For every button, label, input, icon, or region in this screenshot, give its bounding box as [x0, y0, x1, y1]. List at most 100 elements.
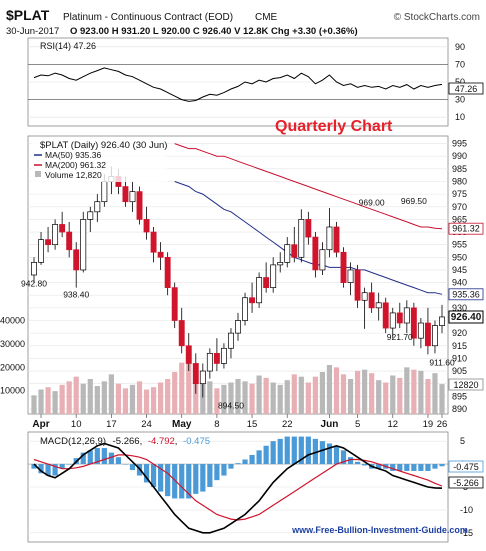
- candle-body: [361, 292, 368, 301]
- macd-hist-bar: [172, 464, 178, 499]
- volume-bar: [129, 384, 136, 414]
- ma50-badge-box: [448, 288, 484, 301]
- ma50-badge: 935.36: [448, 288, 484, 301]
- candle-body: [312, 236, 319, 271]
- volume-bar: [404, 367, 410, 414]
- legend-ma50: MA(50) 935.36: [45, 150, 101, 160]
- candles: [31, 166, 445, 398]
- legend-main: $PLAT (Daily) 926.40 (30 Jun): [40, 140, 167, 151]
- macd-hist-bar: [150, 464, 157, 487]
- ohlc-text: O 923.00 H 931.20 L 920.00 C 926.40 V 12…: [70, 26, 358, 37]
- price-tick-label: 895: [452, 391, 467, 401]
- volume-bar: [291, 374, 297, 414]
- macd-hist-bar: [143, 464, 150, 483]
- volume-bar: [284, 380, 290, 414]
- ma200-line: [174, 143, 443, 230]
- candle-body: [87, 211, 94, 220]
- macd-hist-bar: [249, 454, 255, 465]
- price-annotations: 942.80 938.40 894.50 969.00 969.50 921.70 911.…: [21, 196, 455, 411]
- candle-body: [410, 307, 417, 339]
- macd-hist-bar: [376, 464, 382, 469]
- macd-hist-bar: [228, 464, 234, 469]
- volume-bar: [235, 379, 241, 414]
- last-price-box: [448, 310, 484, 324]
- volume-bar: [38, 389, 44, 414]
- candle-body: [199, 370, 206, 385]
- candle-body: [403, 307, 410, 324]
- macd-hist-bar: [38, 464, 44, 474]
- price-tick-label: 930: [452, 303, 467, 313]
- macd-hist-bar: [214, 464, 220, 481]
- brand-text: © StockCharts.com: [394, 12, 480, 23]
- rsi-tick-label: 70: [455, 59, 465, 69]
- volume-tick-label: 40000: [0, 316, 25, 326]
- macd-hist-bar: [277, 438, 283, 465]
- macd-hist-bar: [312, 438, 318, 465]
- rsi-ticks: 90 70 50 30 10: [455, 42, 465, 122]
- macd-hist-bar: [354, 461, 361, 465]
- rsi-last-label: 47.26: [455, 84, 478, 94]
- ma50-line: [174, 181, 443, 295]
- candle-body: [228, 332, 234, 349]
- volume-bar: [397, 377, 403, 414]
- candle-body: [150, 231, 157, 253]
- volume-bar: [242, 381, 248, 414]
- volume-bar: [319, 372, 326, 414]
- date-text: 30-Jun-2017: [6, 26, 59, 37]
- macd-hist-bar: [122, 464, 129, 465]
- price-tick-label: 920: [452, 328, 467, 338]
- price-annotation: 911.60: [429, 357, 455, 367]
- volume-bar: [340, 374, 347, 414]
- candle-body: [439, 316, 445, 326]
- candle-body: [263, 277, 270, 288]
- volume-bar: [165, 379, 171, 414]
- legend-ma200: MA(200) 961.32: [45, 160, 106, 170]
- price-badges: 961.32 935.36 926.40 12820: [448, 222, 484, 391]
- macd-hist-bar: [256, 450, 262, 465]
- macd-legend-macd: -5.266: [113, 436, 140, 447]
- volume-bar: [439, 384, 445, 414]
- volume-bar: [277, 384, 283, 414]
- macd-hist-bar: [165, 464, 171, 497]
- volume-bar: [31, 395, 37, 414]
- price-tick-label: 970: [452, 202, 467, 212]
- macd-hist-bar: [319, 441, 326, 465]
- macd-hist-bar: [305, 436, 311, 465]
- candle-body: [305, 219, 312, 238]
- rsi-tick-label: 10: [455, 112, 465, 122]
- price-legend: $PLAT (Daily) 926.40 (30 Jun) MA(50) 935…: [31, 137, 167, 182]
- macd-hist-bar: [347, 457, 354, 465]
- candle-body: [59, 224, 66, 233]
- volume-bar: [221, 384, 227, 414]
- macd-legend-text: MACD(12,26,9) -5.266, -4.792, -0.475: [40, 436, 210, 447]
- macd-hist-bar: [432, 464, 438, 469]
- macd-hist-bar: [158, 464, 164, 492]
- price-tick-label: 910: [452, 353, 467, 363]
- volume-ticks: 40000 30000 20000 10000: [0, 316, 25, 396]
- macd-hist-bar: [115, 457, 122, 465]
- volume-tick-label: 20000: [0, 362, 25, 372]
- price-tick-label: 950: [452, 252, 467, 262]
- volume-bar: [115, 383, 122, 414]
- candle-body: [424, 322, 431, 347]
- volume-bar: [298, 376, 304, 414]
- rsi-grid: [28, 46, 448, 118]
- last-price-label: 926.40: [451, 312, 482, 323]
- volume-bar: [94, 386, 100, 414]
- volume-bar: [256, 375, 262, 414]
- candle-body: [94, 201, 101, 213]
- volume-bar: [347, 379, 354, 414]
- candle-body: [80, 219, 87, 271]
- candle-body: [340, 251, 347, 283]
- macd-hist-bar: [80, 452, 86, 465]
- volume-bar: [326, 365, 333, 414]
- volume-bar: [73, 376, 79, 414]
- candle-body: [235, 320, 241, 334]
- volume-bar: [207, 381, 213, 414]
- macd-hist-bar: [207, 464, 213, 487]
- candle-body: [164, 256, 171, 288]
- macd-value-badge-box: [448, 476, 484, 489]
- watermark-text: www.Free-Bullion-Investment-Guide.com: [291, 525, 468, 535]
- candle-body: [298, 219, 305, 258]
- date-label: 8: [214, 419, 219, 430]
